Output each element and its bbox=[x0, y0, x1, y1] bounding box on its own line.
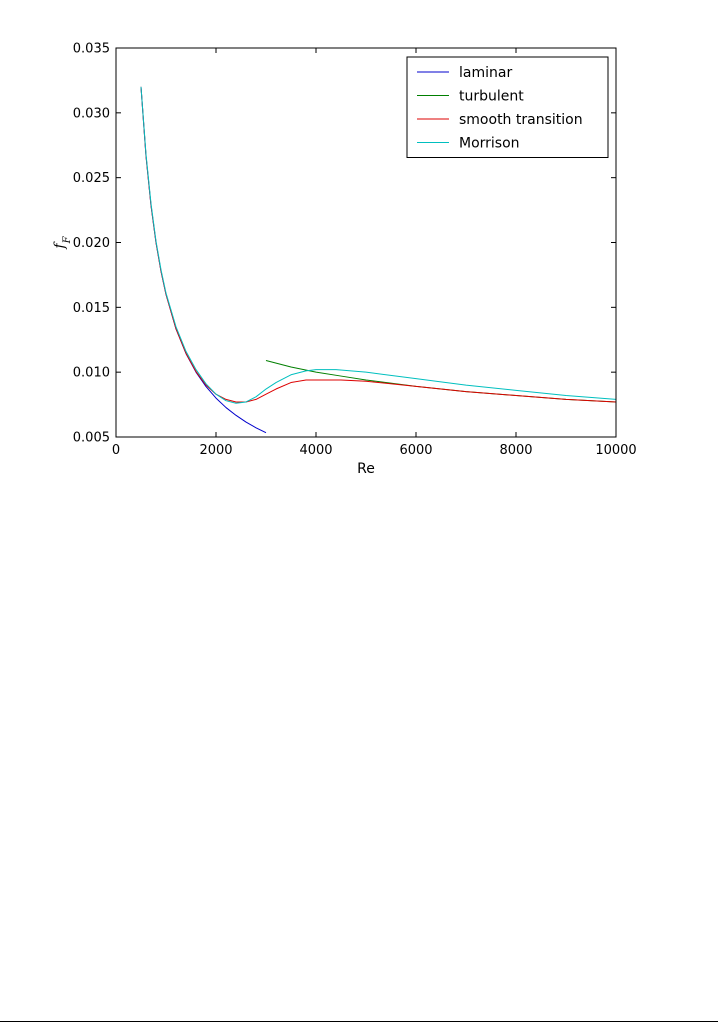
page-bottom-rule bbox=[0, 1021, 718, 1022]
tick-layer: 0 2000 4000 6000 8000 10000 0.005 0.010 0.015 0.0… bbox=[73, 42, 637, 459]
x-tick-label: 10000 bbox=[595, 443, 636, 458]
y-tick-label: 0.030 bbox=[73, 106, 110, 121]
y-axis-label: fF bbox=[52, 235, 73, 249]
x-tick-label: 6000 bbox=[399, 443, 432, 458]
series-line-morrison bbox=[140, 86, 617, 404]
x-tick-label: 0 bbox=[112, 443, 120, 458]
series-layer bbox=[140, 86, 617, 434]
legend-label-turbulent: turbulent bbox=[459, 89, 524, 105]
x-tick-label: 8000 bbox=[499, 443, 532, 458]
legend-box bbox=[406, 56, 609, 158]
y-tick-label: 0.015 bbox=[73, 301, 110, 316]
y-tick-label: 0.010 bbox=[73, 366, 110, 381]
legend: laminar turbulent smooth transition Morriso… bbox=[406, 56, 609, 158]
legend-label-laminar: laminar bbox=[459, 65, 512, 81]
y-tick-label: 0.025 bbox=[73, 171, 110, 186]
y-axis-label-main: f bbox=[52, 241, 68, 250]
legend-label-smooth-transition: smooth transition bbox=[459, 112, 583, 128]
x-tick-label: 2000 bbox=[199, 443, 232, 458]
x-axis-label: Re bbox=[357, 461, 375, 477]
y-tick-label: 0.005 bbox=[73, 431, 110, 446]
legend-label-morrison: Morrison bbox=[459, 136, 520, 152]
y-tick-label: 0.020 bbox=[73, 236, 110, 251]
y-tick-label: 0.035 bbox=[73, 42, 110, 57]
x-tick-label: 4000 bbox=[299, 443, 332, 458]
y-axis-label-subscript: F bbox=[62, 235, 73, 244]
